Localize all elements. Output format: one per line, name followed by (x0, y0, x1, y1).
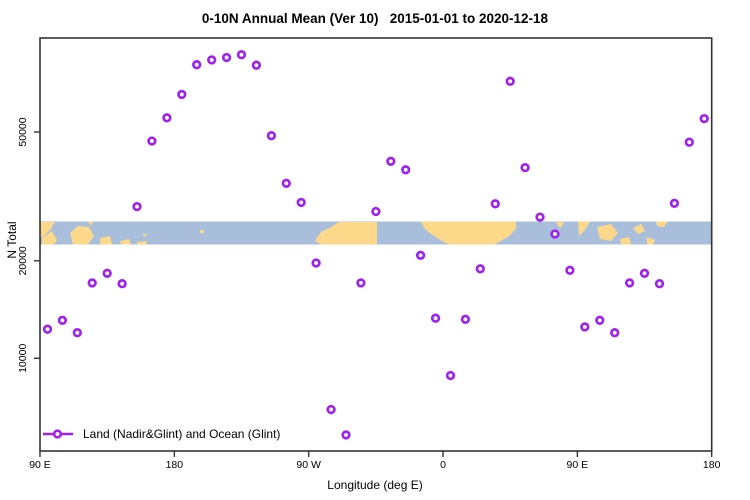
chart-title: 0-10N Annual Mean (Ver 10) 2015-01-01 to… (201, 11, 549, 26)
x-tick-label: 90 E (567, 459, 589, 471)
data-point[interactable] (430, 313, 441, 323)
data-point[interactable] (281, 178, 291, 188)
map-band-land-shape (143, 233, 147, 237)
x-tick-label: 90 E (29, 459, 51, 471)
data-point[interactable] (490, 199, 500, 209)
data-point[interactable] (356, 278, 366, 288)
map-band-land-shape (647, 237, 655, 245)
map-band-land-shape (556, 222, 564, 229)
data-point[interactable] (296, 197, 306, 208)
data-point[interactable] (415, 250, 426, 260)
data-point[interactable] (177, 89, 187, 100)
data-point[interactable] (266, 131, 277, 141)
data-point[interactable] (595, 315, 605, 325)
data-point[interactable] (699, 113, 709, 124)
map-band-land-shape (597, 224, 618, 241)
data-point[interactable] (610, 328, 620, 338)
x-axis-title: Longitude (deg E) (327, 478, 423, 492)
data-point[interactable] (445, 370, 456, 381)
map-band-land-shape (42, 231, 57, 245)
map-band-land-shape (120, 239, 131, 245)
map-band-land-shape (656, 221, 668, 227)
y-tick-label: 50000 (17, 117, 29, 146)
data-point[interactable] (311, 258, 321, 268)
data-point[interactable] (475, 264, 485, 274)
y-tick-label: 20000 (17, 246, 29, 275)
data-point[interactable] (87, 278, 97, 288)
map-band-land-shape (315, 222, 377, 245)
y-axis-title: N Total (5, 221, 19, 259)
data-point[interactable] (236, 50, 247, 60)
map-band-land-shape (421, 221, 516, 245)
x-tick-label: 0 (440, 459, 446, 471)
data-point[interactable] (72, 328, 82, 338)
data-point[interactable] (460, 314, 471, 324)
data-point[interactable] (386, 156, 396, 166)
data-point[interactable] (147, 136, 157, 146)
data-point[interactable] (341, 430, 351, 440)
data-point[interactable] (505, 76, 515, 86)
legend: Land (Nadir&Glint) and Ocean (Glint) (42, 427, 280, 441)
data-point[interactable] (221, 52, 232, 63)
map-band-land-shape (620, 237, 631, 245)
map-band-land-shape (88, 221, 93, 226)
data-point[interactable] (520, 162, 530, 173)
legend-marker-icon (43, 429, 73, 439)
y-tick-label: 10000 (17, 344, 29, 373)
data-point[interactable] (535, 212, 545, 222)
map-band-land-shape (633, 224, 645, 234)
map-band-land-shape (70, 226, 94, 245)
map-band-land-shape (137, 241, 147, 245)
data-point[interactable] (42, 324, 53, 334)
data-point[interactable] (251, 60, 262, 70)
data-point[interactable] (624, 278, 635, 288)
map-band-land-shape (200, 230, 204, 233)
x-tick-label: 180 (703, 459, 721, 471)
legend-label: Land (Nadir&Glint) and Ocean (Glint) (83, 427, 281, 441)
data-point[interactable] (326, 404, 336, 415)
data-point[interactable] (192, 60, 202, 70)
x-tick-label: 90 W (296, 459, 321, 471)
data-point[interactable] (669, 198, 680, 208)
data-point[interactable] (57, 315, 68, 325)
plot-border (39, 37, 713, 452)
x-tick-label: 180 (166, 459, 184, 471)
data-point[interactable] (207, 55, 217, 65)
data-point[interactable] (550, 229, 560, 239)
data-point[interactable] (654, 279, 665, 289)
data-point[interactable] (401, 165, 411, 175)
map-band-land-shape (40, 222, 55, 238)
data-point[interactable] (684, 137, 694, 147)
map-band-land-shape (100, 236, 112, 245)
data-point[interactable] (117, 279, 127, 289)
data-point[interactable] (371, 206, 381, 217)
data-point[interactable] (132, 201, 142, 212)
map-band-land-shape (578, 221, 590, 236)
data-point[interactable] (580, 322, 590, 332)
data-point[interactable] (102, 268, 112, 278)
data-point[interactable] (565, 265, 575, 275)
data-point[interactable] (639, 268, 650, 278)
data-point[interactable] (162, 113, 172, 123)
